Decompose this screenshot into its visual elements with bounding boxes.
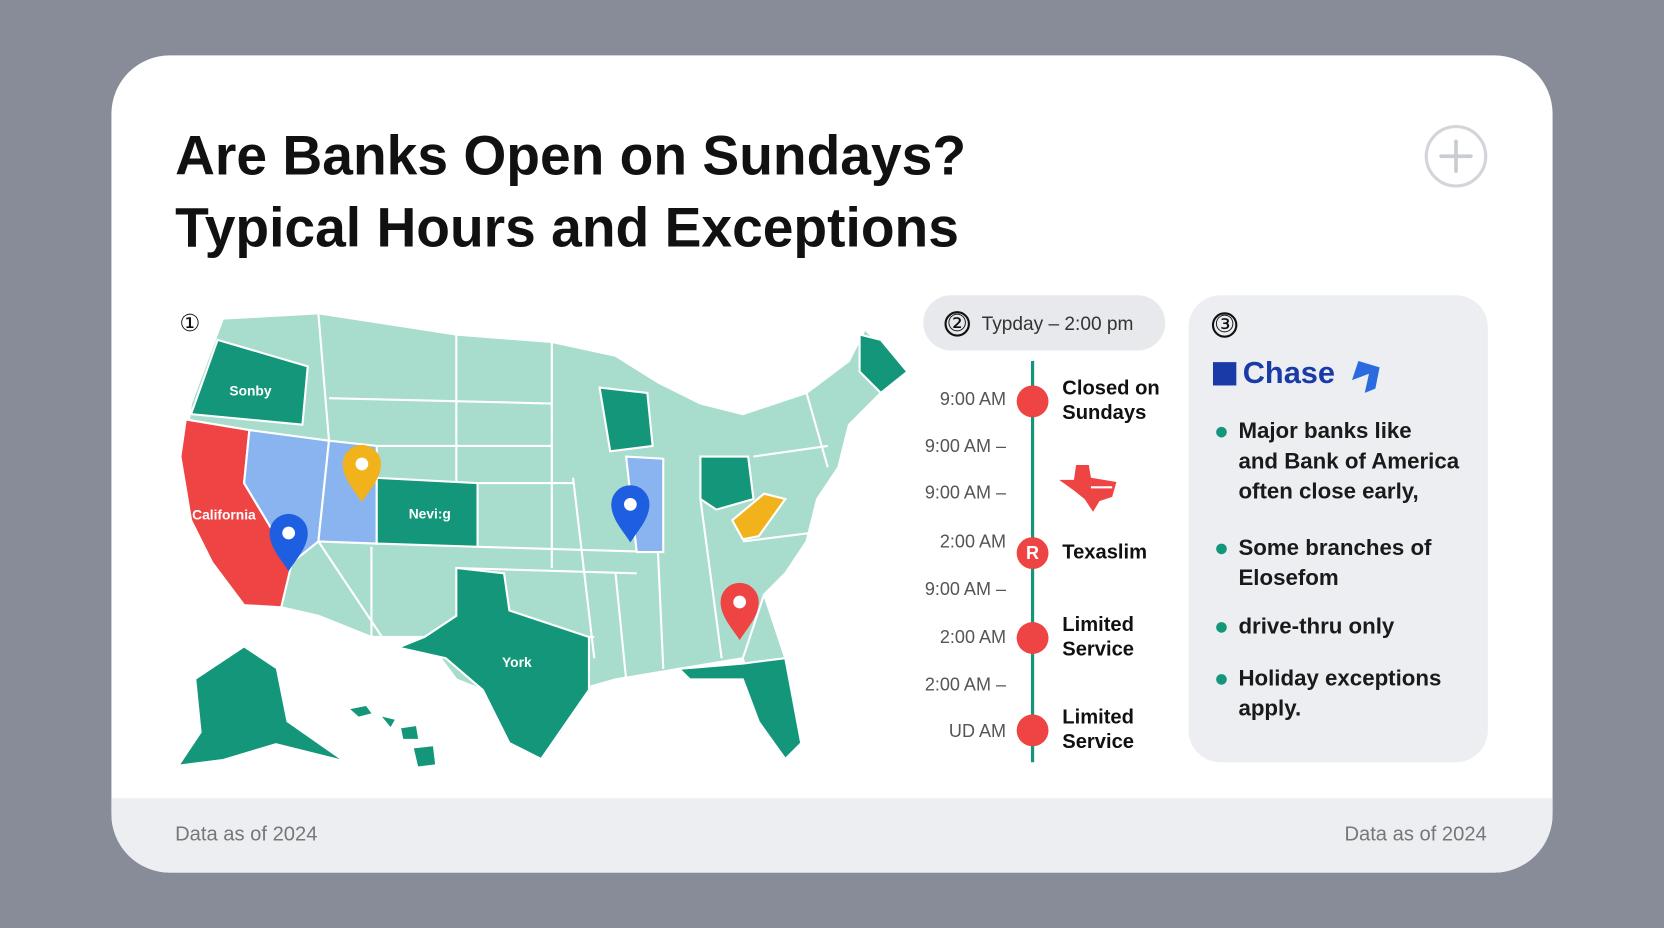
map-label: California — [192, 508, 256, 523]
map-pin-dot — [733, 595, 747, 609]
time-label: UD AM — [949, 721, 1006, 741]
timeline-pill — [923, 295, 1166, 351]
banks-panel — [1188, 295, 1488, 763]
timeline-dot — [1016, 622, 1049, 654]
time-label: 2:00 AM — [940, 627, 1006, 647]
time-label: 9:00 AM – — [925, 579, 1007, 599]
badge-ring — [1211, 312, 1238, 338]
bullet-text: Some branches of — [1238, 535, 1432, 560]
state — [189, 338, 309, 426]
state — [858, 333, 909, 395]
badge-ring — [944, 311, 970, 337]
map-pin — [720, 582, 759, 641]
banks-badge: ③ — [1214, 311, 1235, 337]
title-line: Typical Hours and Exceptions — [175, 196, 959, 258]
event-label: Service — [1062, 639, 1134, 661]
add-button[interactable] — [1424, 124, 1488, 188]
state — [394, 566, 591, 761]
map-label: York — [502, 655, 532, 670]
time-label: 9:00 AM – — [925, 482, 1007, 502]
bullet-text: and Bank of America — [1238, 448, 1459, 473]
event-label: Closed on — [1062, 378, 1159, 400]
bullet-text: Major banks like — [1238, 418, 1411, 443]
bullet-text: Holiday exceptions — [1238, 665, 1441, 690]
brand-name: Chase — [1243, 355, 1335, 390]
timeline-dot — [1016, 537, 1049, 570]
map-pin — [342, 444, 381, 503]
add-button-plus[interactable] — [1439, 139, 1473, 173]
map-pin — [611, 485, 650, 543]
bullet-text: apply. — [1238, 696, 1301, 721]
footer-left: Data as of 2024 — [175, 824, 317, 846]
event-label: Sundays — [1062, 402, 1146, 424]
bullet-dot — [1216, 426, 1227, 438]
event-label: Limited — [1062, 706, 1134, 728]
timeline-badge: ② — [947, 310, 968, 336]
timeline-heading: Typday – 2:00 pm — [982, 314, 1134, 335]
us-map — [179, 312, 909, 767]
map-badge: ① — [179, 310, 200, 336]
brand-logo — [1352, 361, 1380, 393]
add-button-ring[interactable] — [1424, 124, 1488, 188]
map-pins — [269, 444, 759, 641]
event-label: Limited — [1062, 614, 1134, 636]
state — [699, 455, 755, 511]
map-label: Sonby — [229, 383, 271, 398]
bullet-list: Major banks like and Bank of America often… — [1216, 418, 1460, 721]
map-pin-dot — [355, 457, 369, 471]
state-borders — [317, 313, 829, 680]
state — [242, 428, 331, 565]
time-label: 9:00 AM – — [925, 436, 1007, 456]
timeline-dot — [1016, 714, 1049, 747]
texas-icon — [1059, 465, 1117, 512]
bullet-text: drive-thru only — [1238, 613, 1394, 638]
alaska — [180, 647, 340, 765]
event-label: Texaslim — [1062, 541, 1147, 563]
map-pin — [269, 513, 308, 572]
bullet-text: often close early, — [1238, 479, 1418, 504]
timeline-dot — [1016, 385, 1049, 418]
state — [676, 657, 803, 761]
time-label: 2:00 AM – — [925, 675, 1007, 695]
map-pin-dot — [282, 526, 296, 540]
hawaii — [350, 705, 436, 767]
bullet-dot — [1216, 674, 1227, 685]
state — [598, 386, 654, 453]
state — [730, 492, 788, 541]
dot-icon: R — [1026, 543, 1039, 563]
event-label: Service — [1062, 731, 1134, 753]
bullet-text: Elosefom — [1238, 565, 1338, 590]
time-label: 2:00 AM — [940, 531, 1006, 551]
footer-right: Data as of 2024 — [1344, 824, 1486, 846]
map-label: Nevi:g — [409, 507, 451, 522]
title-line: Are Banks Open on Sundays? — [175, 124, 966, 186]
state — [375, 476, 479, 548]
bullet-dot — [1216, 543, 1227, 555]
brand-square — [1212, 362, 1237, 386]
time-label: 9:00 AM — [940, 389, 1006, 409]
timeline-rows: 9:00 AM 9:00 AM – 9:00 AM – 2:00 AM 9:00 AM … — [925, 378, 1160, 753]
map-pin-dot — [624, 497, 637, 511]
footer-band — [111, 798, 1553, 873]
bullet-dot — [1216, 622, 1227, 633]
